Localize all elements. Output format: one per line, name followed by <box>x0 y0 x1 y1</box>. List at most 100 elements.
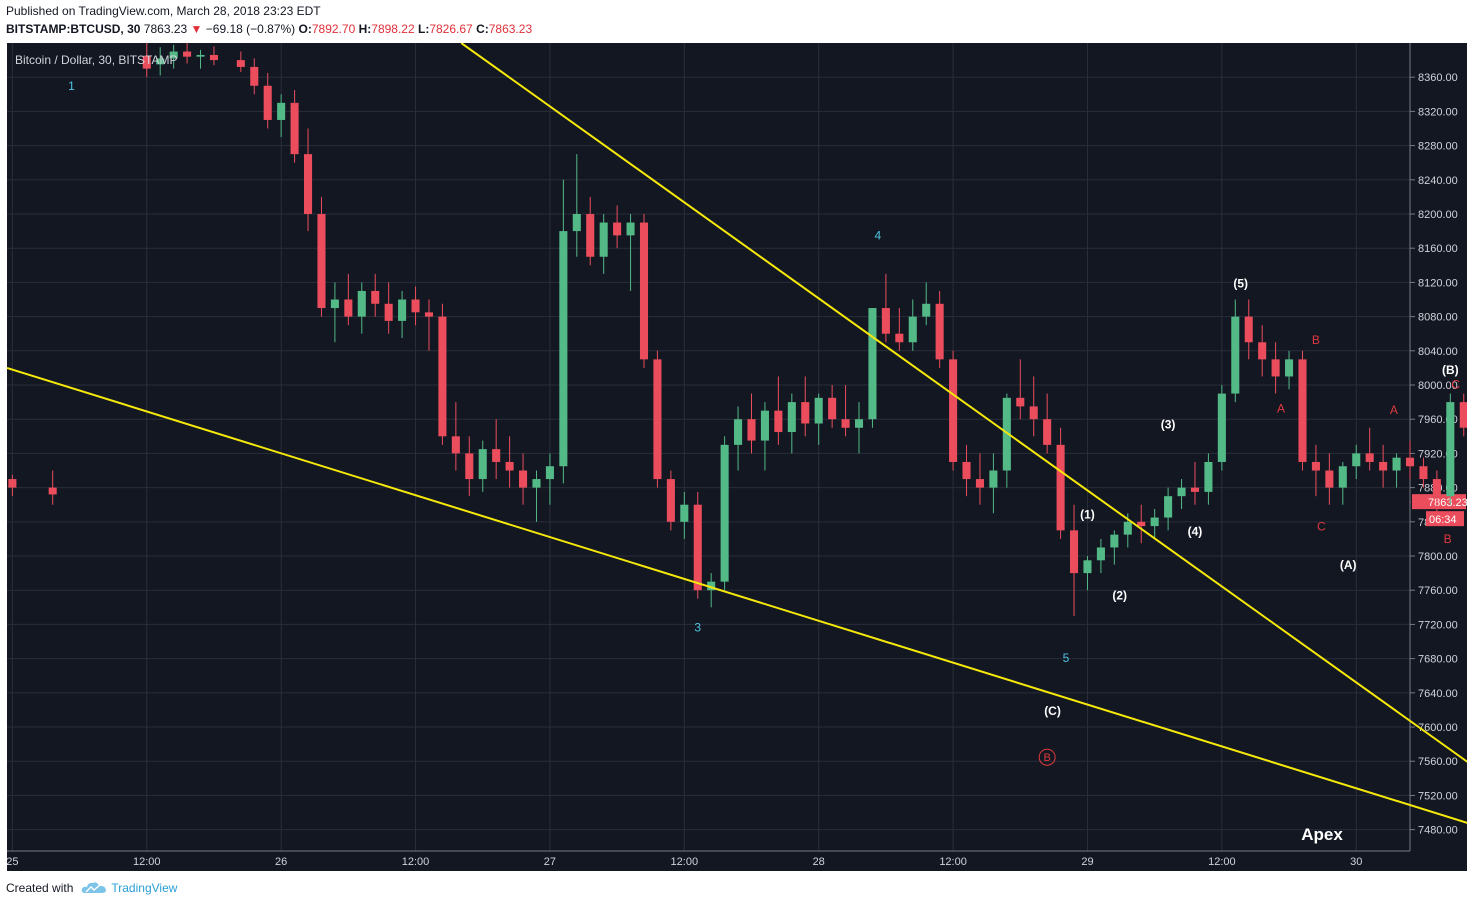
created-with-label: Created with <box>6 881 74 895</box>
candle-body <box>747 419 756 441</box>
candle-body <box>935 303 944 360</box>
candle-body <box>787 402 796 433</box>
trendlines[interactable] <box>7 43 1467 855</box>
candle-body <box>680 504 689 522</box>
low-value: 7826.67 <box>429 22 473 36</box>
candle-body <box>1231 316 1240 394</box>
published-note: Published on TradingView.com, March 28, … <box>6 4 321 18</box>
symbol-name[interactable]: BITSTAMP:BTCUSD, 30 <box>6 22 141 36</box>
candle-body <box>801 402 810 424</box>
y-tick-label: 8240.00 <box>1418 175 1458 187</box>
tradingview-brand[interactable]: TradingView <box>111 881 178 895</box>
candle-body <box>599 222 608 257</box>
x-tick-label: 28 <box>813 856 825 868</box>
candle-body <box>330 299 339 309</box>
x-tick-label: 12:00 <box>1208 856 1236 868</box>
candle-body <box>1379 461 1388 471</box>
y-tick-label: 8160.00 <box>1418 243 1458 255</box>
candle-body <box>1204 461 1213 492</box>
wave-label: (A) <box>1340 558 1357 572</box>
wave-label: (5) <box>1233 277 1248 291</box>
chart-canvas[interactable]: 8360.00 8320.00 8280.00 8240.00 8200.00 8160.… <box>7 43 1467 871</box>
candle-body <box>1392 457 1401 471</box>
y-tick-label: 7560.00 <box>1418 756 1458 768</box>
y-tick-label: 7680.00 <box>1418 654 1458 666</box>
countdown-tag <box>1426 511 1464 527</box>
wave-label: C <box>1451 377 1460 391</box>
candle-body <box>626 222 635 236</box>
candle-body <box>1029 406 1038 420</box>
candle-body <box>586 214 595 257</box>
candle-body <box>451 436 460 454</box>
candle-body <box>922 303 931 317</box>
tradingview-link[interactable]: TradingView <box>81 881 177 895</box>
x-tick-label: 12:00 <box>939 856 967 868</box>
circled-wave-label: B <box>1043 752 1050 764</box>
candle-body <box>1432 479 1441 497</box>
wave-label: (1) <box>1080 507 1095 521</box>
candle-body <box>1177 487 1186 497</box>
candle-body <box>572 214 581 232</box>
candle-body <box>1110 534 1119 548</box>
candle-body <box>707 581 716 591</box>
candle-body <box>1096 547 1105 561</box>
wave-label: B <box>1444 532 1452 546</box>
wave-label: 5 <box>1063 651 1070 665</box>
candle-body <box>183 51 192 57</box>
x-tick-label: 29 <box>1081 856 1093 868</box>
x-tick-label: 30 <box>1350 856 1362 868</box>
chart-background <box>7 43 1467 871</box>
candle-body <box>666 479 675 522</box>
y-tick-label: 7520.00 <box>1418 790 1458 802</box>
candle-body <box>209 54 218 61</box>
candle-body <box>398 299 407 321</box>
grid-lines <box>7 43 1410 851</box>
candle-body <box>8 479 17 488</box>
candle-body <box>1446 402 1455 497</box>
candle-body <box>1365 453 1374 462</box>
candle-body <box>169 51 178 59</box>
candlestick-series <box>8 43 1467 616</box>
candle-body <box>545 466 554 480</box>
candle-body <box>908 316 917 343</box>
price-tag-label: 7863.23 <box>1428 497 1467 509</box>
candle-body <box>532 479 541 488</box>
trendline <box>7 366 1467 824</box>
symbol-bar: BITSTAMP:BTCUSD, 30 7863.23 ▼ −69.18 (−0… <box>6 22 532 36</box>
close-value: 7863.23 <box>488 22 533 36</box>
candle-body <box>236 60 245 67</box>
wave-label: 4 <box>874 229 881 243</box>
high-label: H: <box>358 22 372 36</box>
open-label: O: <box>298 22 312 36</box>
candle-body <box>1190 487 1200 492</box>
y-tick-label: 7600.00 <box>1418 722 1458 734</box>
y-tick-label: 8200.00 <box>1418 209 1458 221</box>
candle-body <box>357 290 366 317</box>
candle-body <box>1311 461 1320 471</box>
y-tick-label: 8040.00 <box>1418 346 1458 358</box>
high-value: 7898.22 <box>371 22 415 36</box>
candle-body <box>653 359 662 480</box>
y-tick-label: 8320.00 <box>1418 106 1458 118</box>
candle-body <box>317 214 326 309</box>
x-tick-label: 12:00 <box>402 856 430 868</box>
candle-body <box>290 102 299 155</box>
candle-body <box>720 444 729 582</box>
axes: 8360.00 8320.00 8280.00 8240.00 8200.00 8160.… <box>7 43 1467 868</box>
wave-label: A <box>1390 403 1398 417</box>
y-tick-label: 7720.00 <box>1418 619 1458 631</box>
candle-body <box>949 359 958 462</box>
candle-body <box>1258 342 1267 360</box>
candle-body <box>1244 316 1253 343</box>
candle-body <box>760 410 769 441</box>
trendline <box>460 43 1467 763</box>
candle-body <box>478 449 487 480</box>
candle-body <box>492 449 501 462</box>
candle-body <box>1056 444 1065 531</box>
y-tick-label: 8280.00 <box>1418 141 1458 153</box>
low-label: L: <box>418 22 430 36</box>
candle-body <box>868 308 877 420</box>
candle-body <box>438 316 447 437</box>
candle-body <box>411 299 420 313</box>
